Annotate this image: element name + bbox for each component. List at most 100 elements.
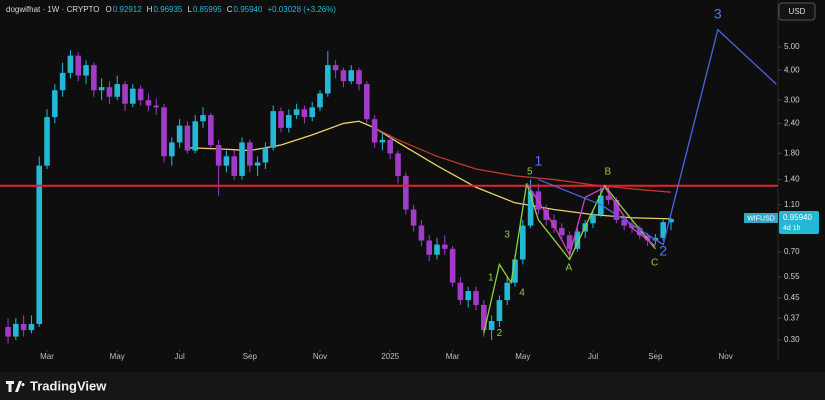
price-tag: WIFUSD 0.95940 4d 1h [744, 211, 819, 234]
candle-body [106, 87, 113, 97]
wave-line [526, 182, 656, 257]
price-tag-symbol: WIFUSD [747, 215, 775, 222]
candle-body [317, 93, 323, 108]
logo-icon [6, 381, 25, 392]
y-tick-label: 0.70 [784, 247, 800, 256]
y-tick-label: 0.45 [784, 293, 800, 302]
y-tick-label: 1.10 [784, 200, 800, 209]
candle-body [403, 175, 409, 210]
candle-body [114, 84, 121, 97]
wave-label: B [604, 166, 611, 177]
candle-body [613, 200, 620, 220]
footer-bar [0, 372, 825, 400]
logo: TradingView [6, 378, 107, 393]
candle-body [551, 219, 557, 228]
wave-label: 2 [659, 242, 667, 258]
candle-body [473, 291, 479, 305]
wave-label: 3 [714, 6, 722, 22]
candle-body [340, 70, 347, 82]
candle-body [223, 156, 230, 166]
candle-body [278, 111, 284, 128]
candle-body [410, 209, 417, 226]
ohlc-key: H [147, 5, 153, 14]
candle-body [512, 259, 518, 283]
candle-body [488, 321, 495, 331]
y-tick-label: 1.40 [784, 175, 800, 184]
y-tick-label: 3.00 [784, 95, 800, 104]
candle-body [13, 323, 19, 337]
candle-body [36, 165, 43, 324]
candle-body [5, 326, 11, 337]
ohlc-key: C [227, 5, 233, 14]
candle-body [364, 84, 370, 120]
price-tag-countdown: 4d 1h [783, 225, 801, 232]
candle-body [20, 323, 27, 331]
candle-body [629, 225, 635, 228]
candle-body [98, 87, 105, 91]
candle-body [247, 142, 253, 166]
candle-body [395, 153, 401, 176]
candle-body [52, 90, 58, 118]
candle-body [434, 244, 440, 255]
candle-body [660, 222, 666, 238]
candle-body [286, 115, 292, 128]
candle-body [418, 225, 425, 241]
ohlc-value: 0.96935 [153, 5, 182, 14]
candle-body [130, 88, 136, 104]
symbol-title: dogwifhat · 1W · CRYPTO [6, 5, 100, 14]
candle-body [379, 139, 386, 143]
y-tick-label: 4.00 [784, 65, 800, 74]
ohlc-key: O [106, 5, 112, 14]
candle-body [176, 125, 183, 143]
candle-body [28, 323, 35, 331]
candle-body [254, 162, 261, 166]
candle-body [215, 145, 222, 166]
wave-label: 2 [497, 328, 503, 339]
candle-body [91, 65, 97, 91]
candle-body [465, 291, 472, 301]
candle-body [371, 119, 378, 143]
x-tick-label: Sep [243, 352, 258, 361]
candle-body [67, 55, 74, 73]
candle-body [122, 84, 128, 104]
candle-body [668, 218, 674, 223]
candle-body [293, 109, 300, 116]
candle-body [239, 142, 245, 176]
wave-line [538, 28, 777, 246]
wave-label: 4 [519, 287, 525, 298]
wave-label: 1 [488, 272, 494, 283]
candle-body [332, 65, 339, 71]
candle-body [325, 65, 331, 94]
candle-body [348, 70, 355, 82]
ohlc-value: 0.92912 [113, 5, 142, 14]
candle-body [153, 105, 160, 108]
y-tick-label: 0.30 [784, 335, 800, 344]
candle-body [457, 282, 464, 301]
x-tick-label: May [110, 352, 125, 361]
candle-body [566, 235, 573, 249]
candle-body [520, 225, 526, 260]
price-tag-symbol-box [744, 213, 778, 223]
ohlc-value: 0.95940 [234, 5, 263, 14]
candle-body [590, 214, 596, 224]
y-tick-label: 2.40 [784, 119, 800, 128]
x-tick-label: Nov [313, 352, 327, 361]
y-tick-label: 1.80 [784, 148, 800, 157]
candle-body [301, 109, 308, 118]
candle-body [504, 282, 511, 301]
x-tick-label: Mar [446, 352, 460, 361]
candle-body [309, 107, 316, 118]
wave-label: 1 [535, 153, 543, 169]
candle-body [75, 55, 82, 76]
candle-body [644, 235, 651, 241]
candle-body [558, 227, 565, 236]
wave-line [483, 183, 656, 334]
y-tick-label: 0.37 [784, 313, 800, 322]
candle-body [481, 304, 487, 331]
candle-body [59, 72, 66, 91]
candle-body [442, 244, 448, 249]
currency-button[interactable] [778, 2, 816, 21]
currency-label[interactable]: USD [789, 7, 806, 16]
